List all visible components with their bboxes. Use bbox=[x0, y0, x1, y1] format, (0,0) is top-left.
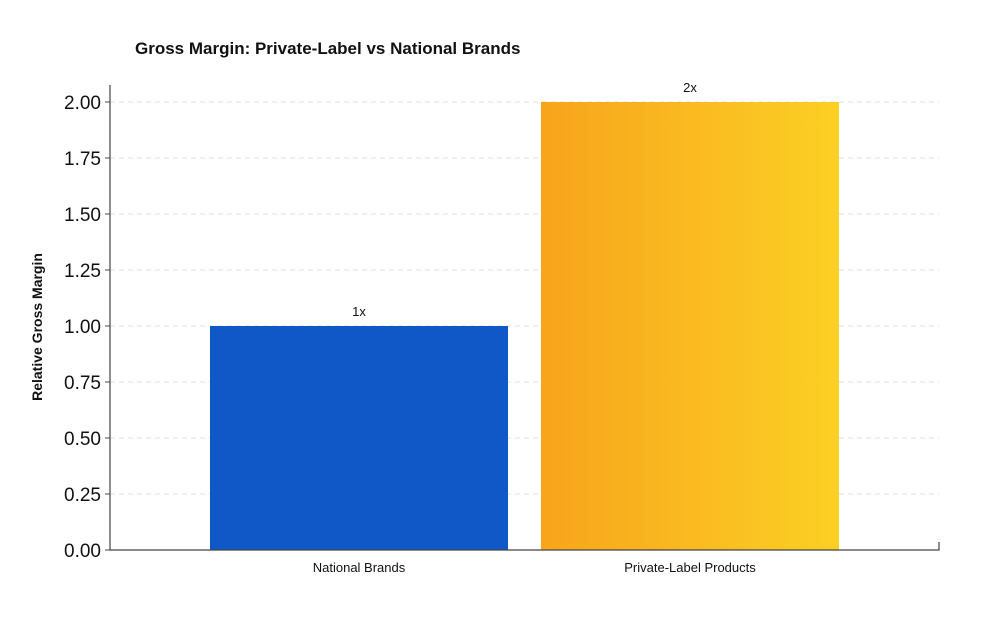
bar-national-brands bbox=[210, 326, 508, 550]
data-label: 2x bbox=[683, 80, 697, 95]
data-label: 1x bbox=[352, 304, 366, 319]
chart-title: Gross Margin: Private-Label vs National … bbox=[135, 39, 520, 58]
y-tick-label: 1.00 bbox=[64, 317, 101, 338]
y-tick-label: 0.75 bbox=[64, 373, 101, 394]
y-axis-label: Relative Gross Margin bbox=[29, 253, 45, 401]
x-tick-label: Private-Label Products bbox=[624, 560, 756, 575]
y-tick-label: 0.25 bbox=[64, 485, 101, 506]
bar-private-label-products bbox=[541, 102, 839, 550]
y-tick-label: 1.25 bbox=[64, 261, 101, 282]
axis-frame bbox=[109, 85, 940, 551]
x-tick-label: National Brands bbox=[313, 560, 406, 575]
y-tick-label: 1.50 bbox=[64, 205, 101, 226]
y-tick-label: 0.00 bbox=[64, 541, 101, 562]
y-tick-label: 0.50 bbox=[64, 429, 101, 450]
y-tick-label: 2.00 bbox=[64, 93, 101, 114]
y-tick-label: 1.75 bbox=[64, 149, 101, 170]
